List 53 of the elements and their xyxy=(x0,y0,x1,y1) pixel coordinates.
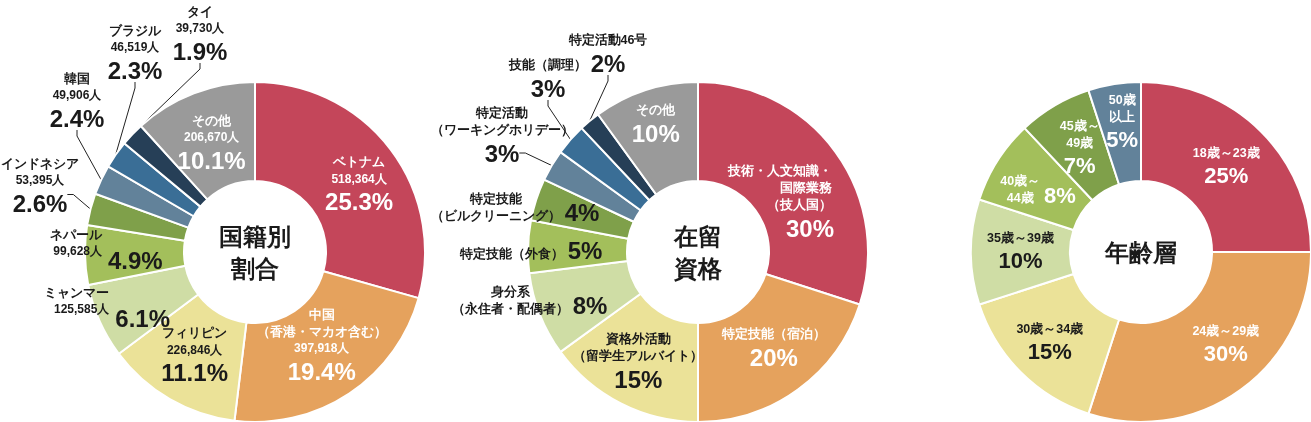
slice-label: その他 xyxy=(636,103,677,118)
data-label: 397,918人 19.4% xyxy=(287,341,356,385)
data-label: 3% xyxy=(484,139,520,167)
slice-label: 35歳～39歳 xyxy=(987,231,1054,245)
data-label: 53,395人 2.6% xyxy=(12,173,68,217)
data-label: 5% xyxy=(567,236,603,264)
slice-label: タイ xyxy=(187,4,213,19)
data-label: 39,730人 1.9% xyxy=(172,21,228,65)
data-label: 206,670人 10.1% xyxy=(177,130,246,174)
data-label: 518,364人 25.3% xyxy=(325,171,394,216)
data-label: 3% xyxy=(530,74,566,102)
slice-label: 18歳～23歳 xyxy=(1192,145,1260,160)
slice-label: 特定活動（ワーキングホリデー） xyxy=(430,104,574,137)
slice-label: 30歳～34歳 xyxy=(1016,322,1084,337)
data-label: 15% xyxy=(614,365,663,393)
slice-label: 24歳～29歳 xyxy=(1192,324,1260,339)
slice-label: 50歳以上 xyxy=(1108,93,1136,125)
slice-label: 技術・人文知識・国際業務（技人国） xyxy=(727,162,833,212)
data-label: 10% xyxy=(631,120,680,148)
data-label: 25% xyxy=(1204,162,1249,188)
data-label: 7% xyxy=(1063,152,1096,178)
data-label: 10% xyxy=(998,248,1043,273)
text: 年齢層 xyxy=(1104,238,1177,266)
slice-label: ネパール xyxy=(50,228,103,242)
slice-label: 技能（調理） xyxy=(508,56,587,72)
slice-label: 45歳～49歳 xyxy=(1059,118,1100,150)
text: 国籍別割合 xyxy=(219,222,291,282)
slice-label: ミャンマー xyxy=(44,286,110,300)
slice-label: 特定技能（ビルクリーニング） xyxy=(430,190,561,223)
data-label: 20% xyxy=(749,344,798,372)
data-label: 2% xyxy=(590,49,626,77)
slice-label: 資格外活動（留学生アルバイト） xyxy=(573,331,704,363)
text: 在留資格 xyxy=(673,222,723,282)
slice-label: 特定活動46号 xyxy=(567,31,648,47)
data-label: 15% xyxy=(1027,339,1072,365)
slice-label: ブラジル xyxy=(109,22,162,38)
data-label: 8% xyxy=(572,291,608,319)
data-label: 46,519人 2.3% xyxy=(107,40,163,84)
data-label: 5% xyxy=(1106,127,1139,153)
slice-label: 中国（香港・マカオ含む） xyxy=(256,307,387,339)
slice-label: インドネシア xyxy=(1,156,79,171)
slice-label: 身分系（永住者・配偶者） xyxy=(451,283,569,316)
slice-label: その他 xyxy=(192,113,233,128)
data-label: 30% xyxy=(1203,341,1248,367)
data-label: 30% xyxy=(785,214,835,242)
data-label: 8% xyxy=(1044,182,1076,208)
slice-label: 韓国 xyxy=(64,71,90,86)
data-label: 4% xyxy=(564,198,600,226)
slice-label: ベトナム xyxy=(332,155,386,170)
data-label: 226,846人 11.1% xyxy=(161,342,228,387)
slice-label: 特定技能（宿泊） xyxy=(720,326,826,342)
slice-label: 40歳～44歳 xyxy=(1000,173,1041,205)
data-label: 49,906人 2.4% xyxy=(49,88,105,132)
